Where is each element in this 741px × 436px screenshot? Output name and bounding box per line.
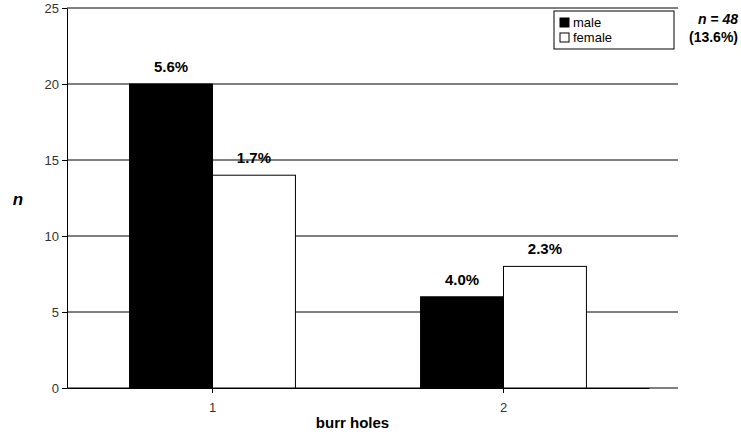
tick: 25	[45, 1, 67, 16]
y-axis-title: n	[13, 190, 23, 209]
grid-line	[67, 8, 678, 9]
tick-mark	[62, 312, 67, 313]
legend-label: male	[573, 15, 601, 30]
x-axis: 12	[68, 388, 650, 415]
bars	[130, 84, 587, 388]
data-label: 5.6%	[154, 58, 188, 75]
tick-mark	[503, 388, 504, 393]
annotation: (13.6%)	[689, 29, 738, 45]
bar	[504, 266, 587, 388]
tick: 20	[45, 77, 67, 92]
data-labels: 5.6% 4.0%	[154, 58, 479, 288]
legend-swatch	[560, 33, 569, 42]
bar	[130, 84, 213, 388]
tick-label: 10	[45, 229, 59, 244]
axis-line	[68, 388, 650, 389]
tick: 10	[45, 229, 67, 244]
data-label: 4.0%	[445, 271, 479, 288]
tick-label: 20	[45, 77, 59, 92]
y-axis: 0 5 10 15 20 25	[45, 1, 68, 396]
tick-mark	[62, 84, 67, 85]
data-label: 1.7%	[237, 149, 271, 166]
annotation: n = 48	[698, 11, 738, 27]
tick: 0	[52, 381, 67, 396]
tick-label: 5	[52, 305, 59, 320]
data-label: 2.3%	[528, 240, 562, 257]
grid	[67, 8, 678, 388]
tick-label: 15	[45, 153, 59, 168]
tick: 1	[209, 388, 216, 415]
tick: 15	[45, 153, 67, 168]
tick-mark	[62, 236, 67, 237]
tick-label: 1	[209, 400, 216, 415]
legend-swatch	[560, 18, 569, 27]
x-axis-title: burr holes	[316, 414, 389, 431]
tick-label: 2	[500, 400, 507, 415]
legend-label: female	[573, 30, 612, 45]
bar	[213, 175, 296, 388]
tick-label: 25	[45, 1, 59, 16]
tick-mark	[62, 8, 67, 9]
axis-line	[67, 9, 68, 389]
chart: 5.6%4.0%1.7%2.3%051015202512burr holesnm…	[0, 0, 741, 436]
tick-mark	[62, 388, 67, 389]
tick: 2	[500, 388, 507, 415]
tick-mark	[62, 160, 67, 161]
bar	[421, 297, 504, 388]
data-labels: 1.7% 2.3%	[237, 149, 562, 257]
legend: malefemale	[554, 11, 674, 49]
tick: 5	[52, 305, 67, 320]
legend-box	[554, 11, 674, 49]
tick-label: 0	[52, 381, 59, 396]
tick-mark	[212, 388, 213, 393]
